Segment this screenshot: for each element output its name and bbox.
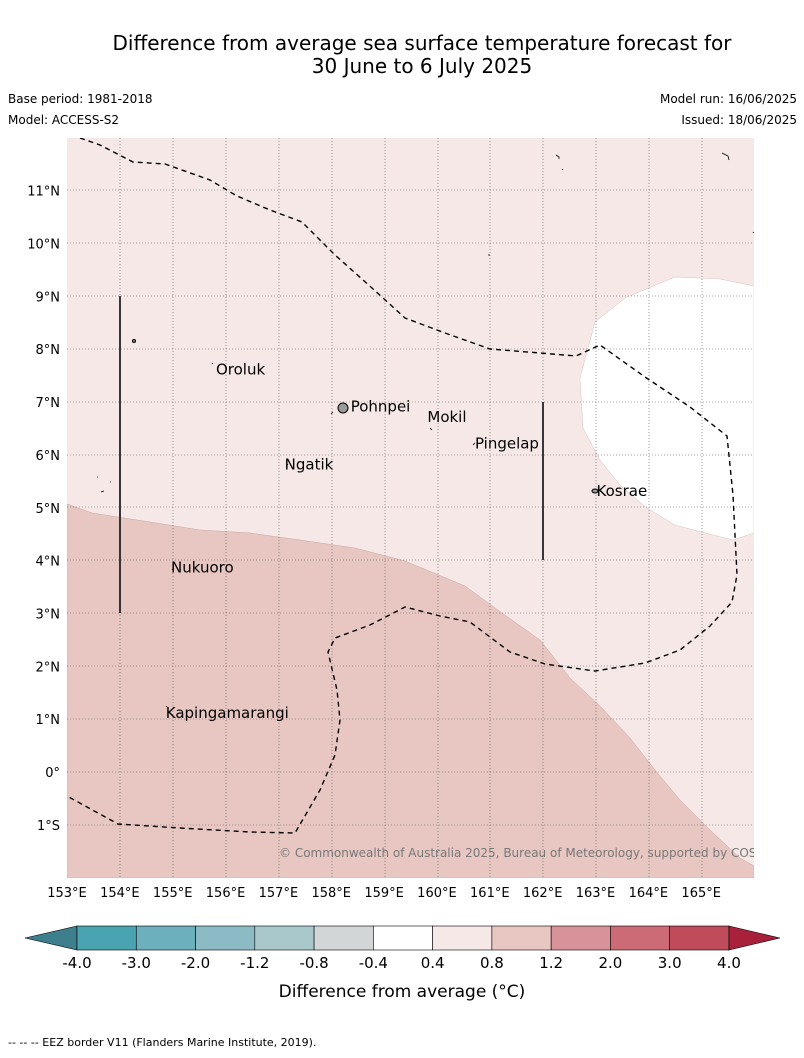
lon-label: 158°E <box>311 886 351 901</box>
lon-label: 162°E <box>523 886 563 901</box>
eez-border-north <box>67 138 738 834</box>
title-line-1: Difference from average sea surface temp… <box>112 31 732 55</box>
colorbar-tick: 0.4 <box>421 954 445 972</box>
lon-label: 164°E <box>629 886 669 901</box>
lon-label: 165°E <box>681 886 721 901</box>
colorbar-cell <box>550 925 611 951</box>
place-label-kosrae: Kosrae <box>597 482 648 500</box>
kosrae-island <box>591 488 599 494</box>
colorbar-cells <box>76 925 730 951</box>
colorbar-tick: 1.2 <box>539 954 563 972</box>
place-label-oroluk: Oroluk <box>216 360 265 378</box>
colorbar-under-arrow <box>24 925 78 951</box>
colorbar-cell <box>76 925 137 951</box>
colorbar-cell <box>610 925 670 951</box>
lat-label: 5°N <box>36 502 61 517</box>
lat-label: 3°N <box>36 607 61 622</box>
colorbar-cell <box>373 925 433 951</box>
lat-label: 9°N <box>36 290 61 305</box>
lon-label: 160°E <box>417 886 457 901</box>
place-label-mokil: Mokil <box>427 408 466 426</box>
lon-label: 157°E <box>259 886 299 901</box>
lat-label: 4°N <box>36 555 61 570</box>
lon-label: 156°E <box>206 886 246 901</box>
model-run: Model run: 16/06/2025 <box>659 92 797 106</box>
lon-label: 163°E <box>576 886 616 901</box>
colorbar-tick: 4.0 <box>717 954 741 972</box>
colorbar-cell <box>135 925 196 951</box>
place-label-ngatik: Ngatik <box>285 455 334 473</box>
place-labels: Oroluk Pohnpei Mokil Pingelap Ngatik Kos… <box>166 360 647 722</box>
colorbar-tick: -3.0 <box>122 954 151 972</box>
northern-boundary-lines <box>119 296 544 613</box>
lon-label: 161°E <box>470 886 510 901</box>
colorbar-title: Difference from average (°C) <box>279 982 526 1002</box>
latitude-labels: 11°N 10°N 9°N 8°N 7°N 6°N 5°N 4°N 3°N 2°… <box>27 185 60 834</box>
longitude-labels: 153°E 154°E 155°E 156°E 157°E 158°E 159°… <box>47 886 721 901</box>
colorbar-tick: -0.4 <box>359 954 388 972</box>
lat-label: 7°N <box>36 396 61 411</box>
colorbar: -4.0 -3.0 -2.0 -1.2 -0.8 -0.4 0.4 0.8 1.… <box>24 925 781 1002</box>
lon-label: 155°E <box>153 886 193 901</box>
colorbar-tick-labels: -4.0 -3.0 -2.0 -1.2 -0.8 -0.4 0.4 0.8 1.… <box>62 954 741 972</box>
map-area: © Commonwealth of Australia 2025, Bureau… <box>67 138 784 878</box>
colorbar-tick: 0.8 <box>480 954 504 972</box>
lon-label: 159°E <box>364 886 404 901</box>
place-label-pohnpei: Pohnpei <box>351 397 411 415</box>
colorbar-tick: -2.0 <box>181 954 210 972</box>
place-label-pingelap: Pingelap <box>475 434 539 452</box>
base-period: Base period: 1981-2018 <box>8 92 153 106</box>
colorbar-cell <box>195 925 256 951</box>
copyright-notice: © Commonwealth of Australia 2025, Bureau… <box>279 846 784 860</box>
lon-label: 153°E <box>47 886 87 901</box>
region-0-8-to-1-2 <box>67 503 754 878</box>
pohnpei-island <box>337 402 349 414</box>
colorbar-cell <box>432 925 493 951</box>
colorbar-tick: -1.2 <box>240 954 269 972</box>
lat-label: 6°N <box>36 449 61 464</box>
eez-footnote: -- -- -- EEZ border V11 (Flanders Marine… <box>8 1036 317 1049</box>
colorbar-tick: -4.0 <box>62 954 91 972</box>
lat-label: 11°N <box>27 185 60 200</box>
lat-label: 10°N <box>27 238 60 253</box>
colorbar-cell <box>669 925 730 951</box>
islands <box>97 152 754 708</box>
issued-date: Issued: 18/06/2025 <box>681 113 797 127</box>
place-label-kapingamarangi: Kapingamarangi <box>166 704 289 722</box>
region-neutral <box>579 276 754 541</box>
colorbar-cell <box>491 925 552 951</box>
colorbar-cell <box>254 925 315 951</box>
lat-label: 0° <box>45 766 60 781</box>
small-islet-marks <box>97 152 754 708</box>
lat-label: 2°N <box>36 660 61 675</box>
lat-label: 1°S <box>37 819 60 834</box>
colorbar-tick: 2.0 <box>599 954 623 972</box>
map-title: Difference from average sea surface temp… <box>40 32 804 78</box>
eez-borders <box>67 138 738 834</box>
place-label-nukuoro: Nukuoro <box>171 559 234 577</box>
lon-label: 154°E <box>100 886 140 901</box>
colorbar-cell <box>313 925 374 951</box>
lat-label: 8°N <box>36 343 61 358</box>
colorbar-over-arrow <box>728 925 781 951</box>
model-name: Model: ACCESS-S2 <box>8 113 120 127</box>
map-figure: © Commonwealth of Australia 2025, Bureau… <box>24 138 784 1002</box>
colorbar-tick: -0.8 <box>299 954 328 972</box>
colorbar-tick: 3.0 <box>658 954 682 972</box>
title-line-2: 30 June to 6 July 2025 <box>311 54 533 78</box>
lat-label: 1°N <box>36 713 61 728</box>
small-island <box>132 339 136 343</box>
